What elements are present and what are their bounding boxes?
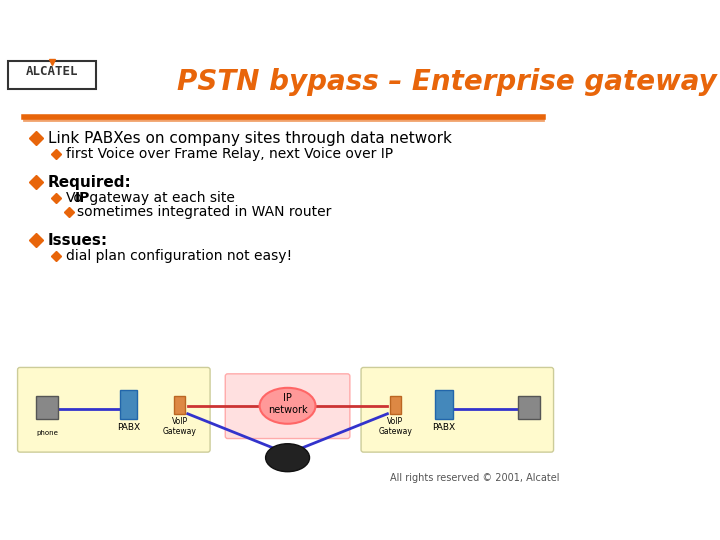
Text: ALCATEL: ALCATEL <box>26 65 78 78</box>
Bar <box>36 396 58 419</box>
Text: PABX: PABX <box>433 423 456 433</box>
Text: IP: IP <box>75 191 91 205</box>
Bar <box>120 390 138 418</box>
Text: Required:: Required: <box>48 174 132 190</box>
Bar <box>390 396 401 414</box>
FancyBboxPatch shape <box>17 367 210 452</box>
Text: sometimes integrated in WAN router: sometimes integrated in WAN router <box>78 206 332 219</box>
Text: Issues:: Issues: <box>48 233 108 248</box>
Text: All rights reserved © 2001, Alcatel: All rights reserved © 2001, Alcatel <box>390 472 559 483</box>
Text: gateway at each site: gateway at each site <box>85 191 235 205</box>
Text: VoIP
Gateway: VoIP Gateway <box>163 417 197 436</box>
Text: Vo: Vo <box>66 191 82 205</box>
FancyBboxPatch shape <box>225 374 350 438</box>
Ellipse shape <box>260 388 315 424</box>
Bar <box>436 390 453 418</box>
Text: Link PABXes on company sites through data network: Link PABXes on company sites through dat… <box>48 131 452 146</box>
Text: VoIP
Gateway: VoIP Gateway <box>379 417 413 436</box>
Text: dial plan configuration not easy!: dial plan configuration not easy! <box>66 249 292 264</box>
Bar <box>174 396 185 414</box>
Bar <box>518 396 540 419</box>
Text: PSTN bypass – Enterprise gateway: PSTN bypass – Enterprise gateway <box>177 68 717 96</box>
Text: first Voice over Frame Relay, next Voice over IP: first Voice over Frame Relay, next Voice… <box>66 147 392 161</box>
Ellipse shape <box>266 444 310 472</box>
Text: PABX: PABX <box>117 423 140 433</box>
Bar <box>8 60 96 89</box>
FancyBboxPatch shape <box>361 367 554 452</box>
Text: phone: phone <box>36 430 58 436</box>
Text: IP
network: IP network <box>268 394 307 415</box>
